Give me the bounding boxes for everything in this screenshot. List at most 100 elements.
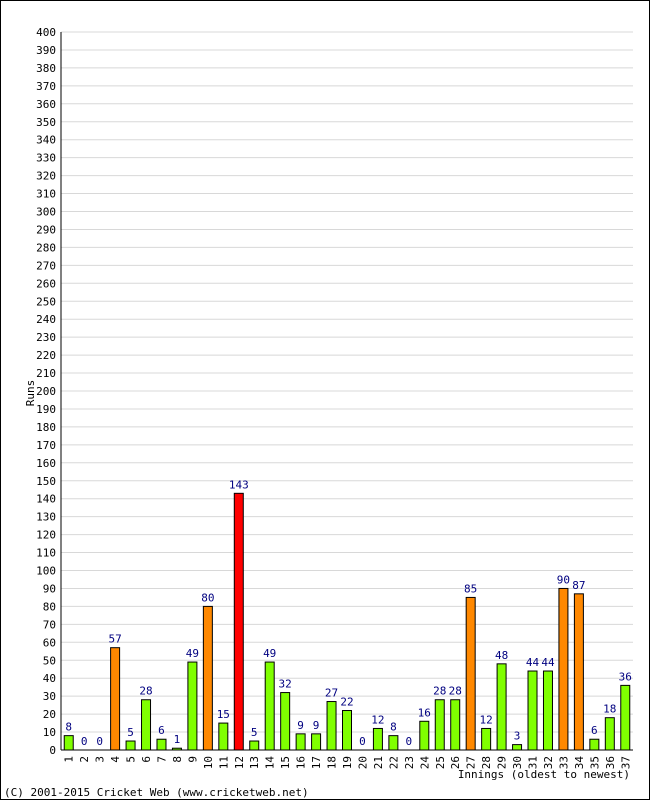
value-label: 16 xyxy=(418,706,431,719)
x-tick-label: 35 xyxy=(588,756,601,769)
value-label: 27 xyxy=(325,687,338,700)
value-label: 1 xyxy=(174,733,181,746)
y-tick-label: 400 xyxy=(36,26,56,39)
y-tick-label: 200 xyxy=(36,385,56,398)
y-tick-label: 360 xyxy=(36,98,56,111)
bar-innings-11 xyxy=(218,722,229,751)
value-label: 28 xyxy=(449,685,462,698)
bar-innings-14 xyxy=(264,661,275,751)
value-label: 44 xyxy=(541,656,555,669)
y-tick-label: 310 xyxy=(36,188,56,201)
y-axis-label: Runs xyxy=(24,380,37,407)
y-tick-label: 110 xyxy=(36,547,56,560)
x-tick-label: 4 xyxy=(109,756,122,763)
bar-innings-10 xyxy=(202,605,213,751)
value-label: 9 xyxy=(313,719,320,732)
value-label: 90 xyxy=(557,573,570,586)
bar-innings-26 xyxy=(450,699,461,751)
value-label: 0 xyxy=(359,735,366,748)
y-tick-label: 80 xyxy=(43,600,56,613)
y-tick-label: 30 xyxy=(43,690,56,703)
bar-innings-9 xyxy=(187,661,198,751)
x-tick-label: 2 xyxy=(78,756,91,763)
bar-innings-32 xyxy=(542,670,553,751)
x-tick-label: 6 xyxy=(140,756,153,763)
value-label: 18 xyxy=(603,703,616,716)
bars xyxy=(63,492,631,751)
y-tick-label: 150 xyxy=(36,475,56,488)
bar-innings-18 xyxy=(326,701,337,751)
value-label: 36 xyxy=(619,670,632,683)
axes xyxy=(60,32,633,751)
bar-innings-4 xyxy=(110,647,121,751)
x-tick-label: 31 xyxy=(527,756,540,769)
bar-innings-16 xyxy=(295,733,306,751)
x-tick-label: 17 xyxy=(310,756,323,769)
x-tick-label: 23 xyxy=(403,756,416,769)
value-label: 9 xyxy=(297,719,304,732)
x-tick-label: 9 xyxy=(186,756,199,763)
value-label: 80 xyxy=(201,591,214,604)
x-tick-label: 28 xyxy=(480,756,493,769)
x-tick-label: 12 xyxy=(233,756,246,769)
x-tick-label: 7 xyxy=(155,756,168,763)
y-tick-label: 190 xyxy=(36,403,56,416)
value-label: 0 xyxy=(406,735,413,748)
bar-innings-22 xyxy=(388,735,399,751)
y-tick-label: 340 xyxy=(36,134,56,147)
x-tick-label: 29 xyxy=(496,756,509,769)
bar-innings-6 xyxy=(141,699,152,751)
x-tick-label: 13 xyxy=(248,756,261,769)
bar-innings-15 xyxy=(280,692,291,751)
y-tick-label: 350 xyxy=(36,116,56,129)
x-tick-label: 26 xyxy=(449,756,462,769)
y-tick-label: 260 xyxy=(36,277,56,290)
value-label: 57 xyxy=(108,633,121,646)
y-tick-label: 380 xyxy=(36,62,56,75)
x-tick-label: 14 xyxy=(264,756,277,770)
y-tick-label: 270 xyxy=(36,259,56,272)
bar-innings-31 xyxy=(527,670,538,751)
y-tick-label: 40 xyxy=(43,672,56,685)
x-tick-label: 20 xyxy=(356,756,369,769)
value-label: 12 xyxy=(371,713,384,726)
bar-innings-28 xyxy=(481,727,492,751)
x-tick-label: 33 xyxy=(557,756,570,769)
y-tick-label: 130 xyxy=(36,511,56,524)
y-tick-label: 300 xyxy=(36,206,56,219)
y-axis-ticks: 0 10 20 30 40 50 60 70 80 90 100 110 120 130 140 150 160… xyxy=(36,26,56,757)
x-tick-label: 19 xyxy=(341,756,354,769)
y-tick-label: 100 xyxy=(36,565,56,578)
value-label: 5 xyxy=(251,726,258,739)
x-tick-label: 16 xyxy=(295,756,308,769)
bar-innings-25 xyxy=(434,699,445,751)
value-label: 12 xyxy=(480,713,493,726)
x-axis-ticks: 1 2 3 4 5 6 7 8 9 10 11 12 13 14 15 16 17 18 19 20 21 22 23 24 2… xyxy=(63,756,633,770)
bar-innings-34 xyxy=(573,593,584,751)
x-tick-label: 15 xyxy=(279,756,292,769)
bar-innings-13 xyxy=(249,740,260,751)
y-tick-label: 320 xyxy=(36,170,56,183)
bar-innings-5 xyxy=(125,740,136,751)
bar-innings-7 xyxy=(156,738,167,751)
bar-innings-1 xyxy=(63,735,74,751)
x-tick-label: 5 xyxy=(125,756,138,763)
x-tick-label: 11 xyxy=(217,756,230,769)
bar-innings-36 xyxy=(604,717,615,751)
x-tick-label: 37 xyxy=(619,756,632,769)
bar-innings-35 xyxy=(589,738,600,751)
y-tick-label: 370 xyxy=(36,80,56,93)
y-tick-label: 160 xyxy=(36,457,56,470)
bar-innings-27 xyxy=(465,596,476,751)
bar-innings-33 xyxy=(558,587,569,751)
y-tick-label: 50 xyxy=(43,654,56,667)
x-tick-label: 18 xyxy=(326,756,339,769)
y-tick-label: 60 xyxy=(43,636,56,649)
bar-innings-30 xyxy=(512,744,523,751)
y-tick-label: 10 xyxy=(43,726,56,739)
y-tick-label: 330 xyxy=(36,152,56,165)
value-label: 143 xyxy=(229,478,249,491)
